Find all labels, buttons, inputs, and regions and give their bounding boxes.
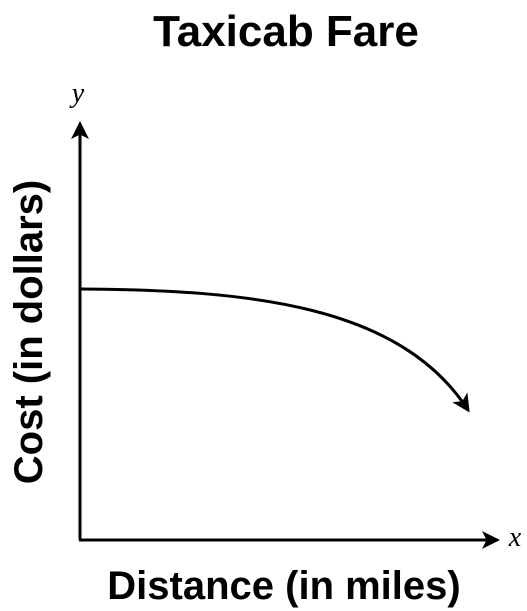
x-axis-letter: x	[508, 522, 522, 553]
y-axis-letter: y	[69, 78, 85, 109]
y-axis-label: Cost (in dollars)	[7, 180, 51, 484]
title: Taxicab Fare	[153, 7, 419, 56]
x-axis-label: Distance (in miles)	[107, 564, 460, 608]
fare-curve	[79, 287, 470, 413]
